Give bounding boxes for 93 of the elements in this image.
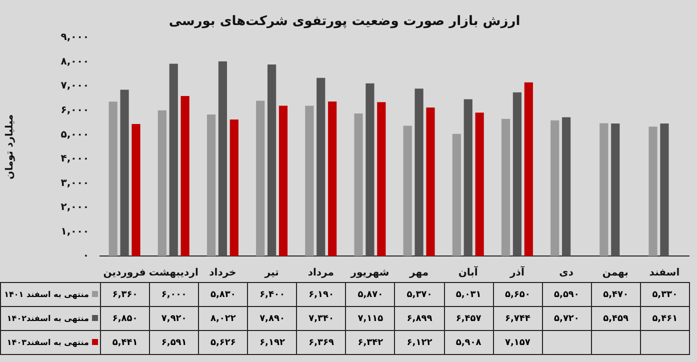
bar <box>501 118 510 256</box>
x-tick-label: اردیبهشت <box>148 268 198 279</box>
data-label: ۵,۴۷۰ <box>591 282 640 306</box>
bar <box>452 134 461 256</box>
data-label: ۵,۸۷۰ <box>346 282 395 306</box>
legend-label: منتهی به اسفند۱۴۰۳ <box>6 338 89 347</box>
x-tick-label: شهریور <box>350 268 390 279</box>
data-label: ۵,۵۹۰ <box>542 282 592 306</box>
y-tick-label: ۹,۰۰۰ <box>60 32 89 44</box>
bar <box>524 82 533 256</box>
x-tick-label: بهمن <box>602 268 628 279</box>
data-label: ۶,۴۵۷ <box>444 306 494 330</box>
data-label: ۵,۰۳۱ <box>444 282 494 306</box>
bar <box>475 112 484 256</box>
y-tick-label: ۰ <box>82 250 89 262</box>
bar <box>600 123 608 256</box>
data-label: ۶,۷۴۴ <box>493 306 542 330</box>
y-tick-label: ۴,۰۰۰ <box>60 154 89 165</box>
y-tick-label: ۶,۰۰۰ <box>60 104 89 116</box>
bar <box>305 106 314 256</box>
bar <box>158 110 166 256</box>
bar <box>648 126 658 256</box>
data-label: ۷,۱۵۷ <box>493 330 542 354</box>
y-tick-label: ۸,۰۰۰ <box>60 56 89 68</box>
bar <box>426 107 435 256</box>
data-label: ۵,۴۵۹ <box>591 306 640 330</box>
legend-label: منتهی به اسفند۱۴۰۲ <box>6 314 89 323</box>
bar <box>512 92 522 256</box>
y-tick-label: ۷,۰۰۰ <box>60 80 89 92</box>
data-label: ۵,۴۴۱ <box>100 330 150 354</box>
data-label: ۵,۶۲۶ <box>198 330 248 354</box>
data-label: ۶,۸۵۰ <box>100 306 150 330</box>
data-label: ۶,۱۲۲ <box>394 330 444 354</box>
x-tick-label: آذر <box>509 266 525 279</box>
y-tick-label: ۲,۰۰۰ <box>60 202 89 214</box>
y-tick-label: ۳,۰۰۰ <box>60 178 89 189</box>
y-tick-label: ۱,۰۰۰ <box>60 226 89 238</box>
data-label: ۷,۳۴۰ <box>296 306 346 330</box>
x-tick-label: آبان <box>458 266 478 279</box>
data-label: ۶,۳۶۰ <box>100 282 150 306</box>
bar <box>256 100 265 256</box>
x-tick-label: فروردین <box>103 268 146 279</box>
data-label: ۵,۶۵۰ <box>493 282 542 306</box>
chart-title: ارزش بازار صورت وضعیت پورتفوی شرکت‌های بورسی <box>168 14 520 30</box>
bar <box>414 88 424 256</box>
legend-label: منتهی به اسفند ۱۴۰۱ <box>4 290 89 299</box>
bar <box>218 61 228 256</box>
bar <box>206 114 216 256</box>
data-label: ۵,۸۳۰ <box>198 282 248 306</box>
data-label: ۶,۸۹۹ <box>394 306 444 330</box>
bar <box>230 119 238 256</box>
bar <box>464 99 472 256</box>
data-label: ۶,۱۹۲ <box>248 330 297 354</box>
data-label: ۶,۳۴۲ <box>346 330 395 354</box>
bar <box>328 101 337 256</box>
bar <box>108 102 118 256</box>
bar <box>403 126 412 256</box>
bar <box>316 78 326 256</box>
data-label: ۵,۹۰۸ <box>444 330 494 354</box>
x-tick-label: اسفند <box>649 268 680 279</box>
bar <box>278 106 288 256</box>
x-tick-label: دی <box>559 268 574 279</box>
data-label: ۶,۵۹۱ <box>150 330 199 354</box>
bar <box>132 124 140 256</box>
data-label: ۵,۴۶۱ <box>640 306 690 330</box>
bar <box>180 96 190 256</box>
bar <box>562 117 571 256</box>
x-tick-label: مرداد <box>308 268 334 279</box>
bar <box>267 64 276 256</box>
bar <box>660 123 669 256</box>
bar <box>366 83 374 256</box>
data-label: ۶,۰۰۰ <box>150 282 199 306</box>
data-label: ۶,۳۶۹ <box>296 330 346 354</box>
data-label: ۵,۷۲۰ <box>542 306 592 330</box>
data-label: ۵,۳۷۰ <box>394 282 444 306</box>
bar <box>377 102 386 256</box>
bar <box>120 90 129 256</box>
bar <box>550 120 560 256</box>
data-label: ۷,۸۹۰ <box>248 306 297 330</box>
y-axis-title: میلیارد تومان <box>4 114 16 180</box>
y-tick-label: ۵,۰۰۰ <box>60 129 89 140</box>
data-label: ۸,۰۲۲ <box>198 306 248 330</box>
x-tick-label: تیر <box>264 268 280 279</box>
data-label: ۷,۹۲۰ <box>150 306 199 330</box>
bar <box>611 124 620 256</box>
x-tick-label: خرداد <box>209 268 236 279</box>
data-label: ۷,۱۱۵ <box>346 306 395 330</box>
data-label: ۶,۴۰۰ <box>248 282 297 306</box>
data-label: ۵,۳۳۰ <box>640 282 690 306</box>
x-tick-label: مهر <box>408 268 429 279</box>
bar <box>169 64 178 256</box>
bar <box>354 114 363 256</box>
data-label: ۶,۱۹۰ <box>296 282 346 306</box>
